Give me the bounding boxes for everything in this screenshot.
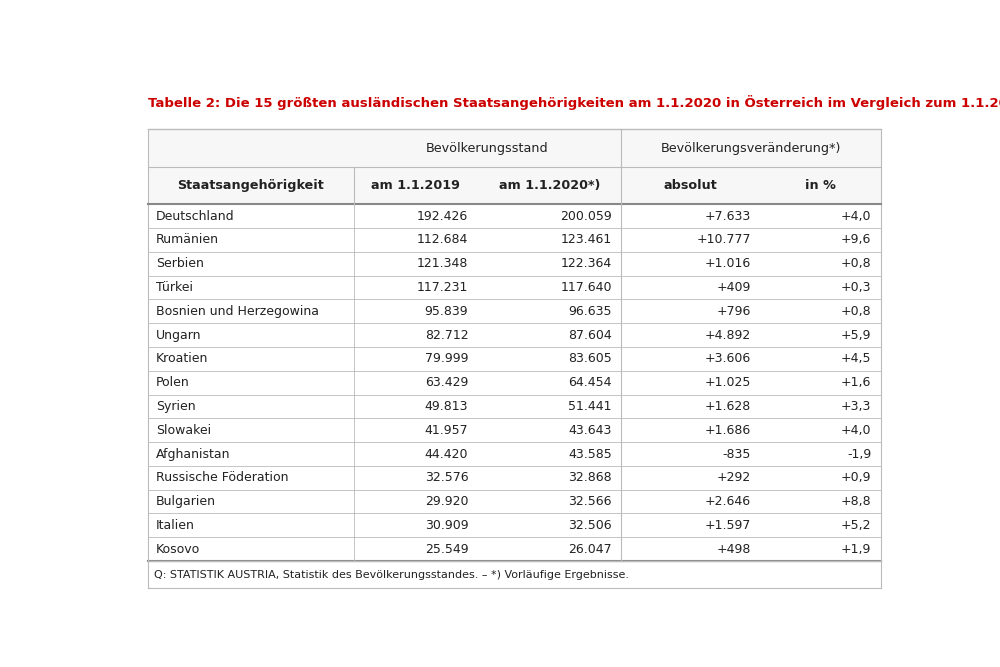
Text: Italien: Italien (156, 519, 195, 532)
Text: 32.566: 32.566 (568, 495, 612, 508)
Text: Tabelle 2: Die 15 größten ausländischen Staatsangehörigkeiten am 1.1.2020 in Öst: Tabelle 2: Die 15 größten ausländischen … (148, 95, 1000, 111)
Text: am 1.1.2020*): am 1.1.2020*) (499, 179, 600, 192)
Text: Kroatien: Kroatien (156, 352, 208, 366)
Text: 112.684: 112.684 (417, 233, 468, 247)
Text: 96.635: 96.635 (568, 305, 612, 318)
Text: Bevölkerungsstand: Bevölkerungsstand (426, 141, 549, 155)
Text: Ungarn: Ungarn (156, 329, 202, 342)
Text: 82.712: 82.712 (425, 329, 468, 342)
Text: Russische Föderation: Russische Föderation (156, 472, 288, 484)
Text: +3,3: +3,3 (841, 400, 871, 413)
Text: +4.892: +4.892 (705, 329, 751, 342)
Text: Afghanistan: Afghanistan (156, 448, 230, 460)
Text: Deutschland: Deutschland (156, 209, 235, 223)
Text: 79.999: 79.999 (425, 352, 468, 366)
Text: +1.628: +1.628 (705, 400, 751, 413)
Text: Bevölkerungsveränderung*): Bevölkerungsveränderung*) (661, 141, 841, 155)
Text: Bosnien und Herzegowina: Bosnien und Herzegowina (156, 305, 319, 318)
Text: 32.868: 32.868 (568, 472, 612, 484)
Text: 25.549: 25.549 (425, 543, 468, 556)
Text: 117.231: 117.231 (417, 281, 468, 294)
Text: in %: in % (805, 179, 836, 192)
Text: Kosovo: Kosovo (156, 543, 200, 556)
Text: Q: STATISTIK AUSTRIA, Statistik des Bevölkerungsstandes. – *) Vorläufige Ergebni: Q: STATISTIK AUSTRIA, Statistik des Bevö… (154, 570, 629, 580)
Text: 26.047: 26.047 (568, 543, 612, 556)
Text: Serbien: Serbien (156, 257, 204, 270)
Text: 32.576: 32.576 (425, 472, 468, 484)
Text: +1.016: +1.016 (705, 257, 751, 270)
Text: Slowakei: Slowakei (156, 424, 211, 437)
Text: Staatsangehörigkeit: Staatsangehörigkeit (178, 179, 324, 192)
Text: 192.426: 192.426 (417, 209, 468, 223)
Bar (148, 167, 881, 204)
Text: +8,8: +8,8 (841, 495, 871, 508)
Text: 200.059: 200.059 (560, 209, 612, 223)
Text: +3.606: +3.606 (705, 352, 751, 366)
Text: +0,8: +0,8 (841, 305, 871, 318)
Text: +9,6: +9,6 (841, 233, 871, 247)
Text: +4,5: +4,5 (841, 352, 871, 366)
Text: 41.957: 41.957 (425, 424, 468, 437)
Text: +2.646: +2.646 (705, 495, 751, 508)
Text: 117.640: 117.640 (560, 281, 612, 294)
Text: +4,0: +4,0 (841, 424, 871, 437)
Text: 51.441: 51.441 (568, 400, 612, 413)
Text: +0,9: +0,9 (841, 472, 871, 484)
Text: absolut: absolut (664, 179, 718, 192)
Text: 29.920: 29.920 (425, 495, 468, 508)
Text: +796: +796 (717, 305, 751, 318)
Text: +7.633: +7.633 (705, 209, 751, 223)
Text: +5,2: +5,2 (841, 519, 871, 532)
Text: 123.461: 123.461 (560, 233, 612, 247)
Text: 87.604: 87.604 (568, 329, 612, 342)
Text: 122.364: 122.364 (560, 257, 612, 270)
Text: 44.420: 44.420 (425, 448, 468, 460)
Bar (148, 129, 881, 167)
Text: +4,0: +4,0 (841, 209, 871, 223)
Text: Polen: Polen (156, 376, 190, 389)
Text: 83.605: 83.605 (568, 352, 612, 366)
Text: Türkei: Türkei (156, 281, 193, 294)
Text: 43.585: 43.585 (568, 448, 612, 460)
Text: 95.839: 95.839 (425, 305, 468, 318)
Text: am 1.1.2019: am 1.1.2019 (371, 179, 460, 192)
Text: Rumänien: Rumänien (156, 233, 219, 247)
Text: Bulgarien: Bulgarien (156, 495, 216, 508)
Text: 49.813: 49.813 (425, 400, 468, 413)
Text: -1,9: -1,9 (847, 448, 871, 460)
Text: +409: +409 (717, 281, 751, 294)
Text: +498: +498 (717, 543, 751, 556)
Text: +0,3: +0,3 (841, 281, 871, 294)
Text: Syrien: Syrien (156, 400, 196, 413)
Text: +5,9: +5,9 (841, 329, 871, 342)
Text: 32.506: 32.506 (568, 519, 612, 532)
Text: 121.348: 121.348 (417, 257, 468, 270)
Text: 64.454: 64.454 (568, 376, 612, 389)
Text: +10.777: +10.777 (697, 233, 751, 247)
Text: +1.686: +1.686 (705, 424, 751, 437)
Text: 30.909: 30.909 (425, 519, 468, 532)
Text: 63.429: 63.429 (425, 376, 468, 389)
Text: +1.025: +1.025 (705, 376, 751, 389)
Text: -835: -835 (723, 448, 751, 460)
Text: +1,9: +1,9 (841, 543, 871, 556)
Text: 43.643: 43.643 (568, 424, 612, 437)
Text: +0,8: +0,8 (841, 257, 871, 270)
Text: +1.597: +1.597 (705, 519, 751, 532)
Text: +292: +292 (717, 472, 751, 484)
Text: +1,6: +1,6 (841, 376, 871, 389)
